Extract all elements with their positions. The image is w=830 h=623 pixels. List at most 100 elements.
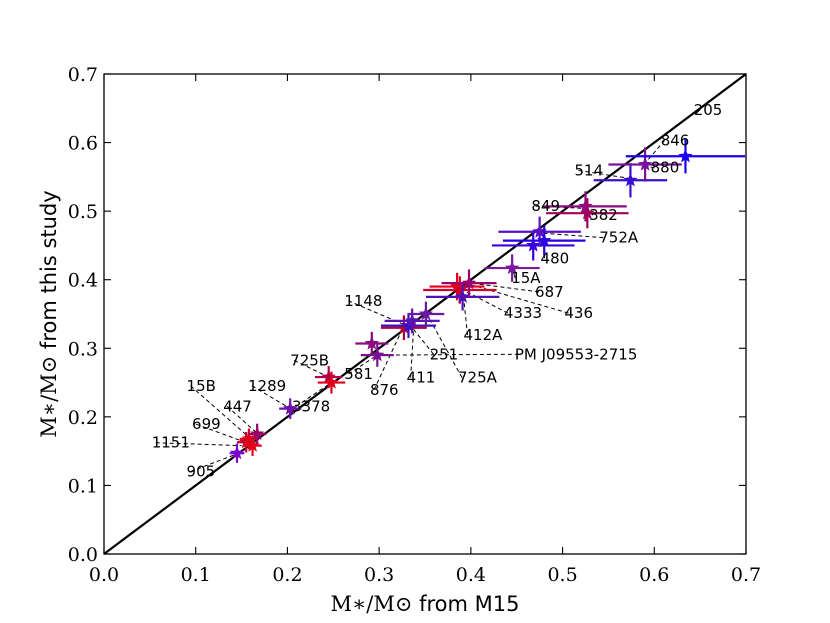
star-marker <box>229 445 245 460</box>
plot-frame <box>103 73 747 555</box>
point-label: 725B <box>290 351 329 369</box>
axis-ticks: 0.0 0.1 0.2 0.3 0.4 0.5 0.6 0.7 0.0 0.1 0.2 0.3 0.4 0… <box>68 64 761 586</box>
x-tick-label: 0.7 <box>731 564 761 586</box>
annotation-leader <box>542 232 604 239</box>
point-label: 447 <box>223 397 252 415</box>
point-label: 4333 <box>504 304 542 322</box>
star-marker <box>370 347 385 362</box>
data-points <box>229 139 746 463</box>
x-tick-label: 0.2 <box>272 564 302 586</box>
star-marker <box>455 289 470 303</box>
point-label: 251 <box>430 345 459 363</box>
star-marker <box>241 431 257 445</box>
x-tick-label: 0.3 <box>364 564 394 586</box>
point-label: 725A <box>458 369 498 387</box>
point-label: 480 <box>541 249 570 267</box>
point-label: 514 <box>574 161 603 179</box>
star-marker <box>532 224 547 238</box>
star-marker <box>526 237 541 252</box>
data-point <box>360 343 394 367</box>
star-marker <box>452 282 467 297</box>
star-marker <box>321 369 336 384</box>
data-point <box>425 283 500 311</box>
annotation-leaders <box>155 139 666 472</box>
y-tick-label: 0.6 <box>68 133 98 155</box>
point-label: 15B <box>187 377 216 395</box>
star-marker <box>324 375 339 389</box>
point-label: 880 <box>651 159 680 177</box>
star-marker <box>461 275 477 290</box>
data-point <box>491 230 575 261</box>
data-point <box>608 147 682 182</box>
annotation-leader <box>410 322 415 378</box>
point-label: 876 <box>370 381 399 399</box>
y-tick-label: 0.3 <box>68 338 98 360</box>
annotation-leader <box>293 359 329 378</box>
data-point <box>355 331 389 356</box>
annotation-leader <box>472 284 569 314</box>
annotation-leader <box>348 354 378 375</box>
data-point <box>407 301 445 327</box>
x-axis-label-text: from M15 <box>412 592 519 616</box>
annotation-leader <box>379 353 519 356</box>
data-point <box>441 269 497 297</box>
y-tick-label: 0.7 <box>68 64 98 86</box>
point-label: 581 <box>344 365 373 383</box>
point-label: 382 <box>589 206 618 224</box>
point-label: 1151 <box>152 434 190 452</box>
data-point <box>625 139 746 174</box>
star-marker <box>578 198 593 213</box>
star-marker <box>396 320 412 334</box>
star-marker <box>449 279 465 293</box>
annotation-leader <box>373 327 404 391</box>
y-tick-label: 0.2 <box>68 407 98 429</box>
x-tick-label: 0.6 <box>639 564 669 586</box>
data-point <box>317 371 346 394</box>
point-label: 846 <box>661 131 690 149</box>
point-label: 436 <box>564 304 593 322</box>
data-point <box>279 398 302 419</box>
annotation-leader <box>190 385 252 440</box>
annotation-leader <box>155 442 242 447</box>
annotation-leader <box>578 169 629 179</box>
point-label: 687 <box>535 283 564 301</box>
annotation-leader <box>195 423 248 444</box>
data-point <box>243 435 262 456</box>
point-label: 1289 <box>248 377 286 395</box>
data-point <box>484 254 540 282</box>
x-axis-label-math: M∗/M⊙ <box>330 592 412 616</box>
data-point <box>229 443 245 463</box>
point-label: 1148 <box>344 292 382 310</box>
point-label: 205 <box>694 101 723 119</box>
x-tick-label: 0.5 <box>547 564 577 586</box>
star-marker <box>580 205 595 220</box>
point-label: 412A <box>464 326 504 344</box>
y-axis-label-text: from this study <box>37 190 61 355</box>
y-axis-label: M∗/M⊙ from this study <box>37 190 61 437</box>
data-point <box>593 163 668 198</box>
y-axis-label-math: M∗/M⊙ <box>37 356 61 438</box>
point-label: 411 <box>407 369 436 387</box>
y-tick-label: 0.0 <box>68 544 98 566</box>
point-label: 905 <box>187 463 216 481</box>
point-label: PM J09553-2715 <box>515 345 637 363</box>
point-label: 752A <box>599 229 639 247</box>
data-point <box>247 423 267 445</box>
data-point <box>380 315 427 341</box>
point-label: 849 <box>531 197 560 215</box>
x-tick-label: 0.0 <box>89 564 119 586</box>
star-marker <box>283 401 298 415</box>
annotation-leader <box>251 385 290 409</box>
star-marker <box>245 438 260 452</box>
y-tick-label: 0.4 <box>68 270 98 292</box>
data-point <box>546 198 629 229</box>
star-marker <box>623 172 638 187</box>
data-point <box>498 216 581 247</box>
annotation-leader <box>644 139 666 164</box>
star-marker <box>405 313 420 327</box>
x-tick-label: 0.1 <box>181 564 211 586</box>
star-marker <box>537 233 552 247</box>
star-marker <box>678 148 693 163</box>
